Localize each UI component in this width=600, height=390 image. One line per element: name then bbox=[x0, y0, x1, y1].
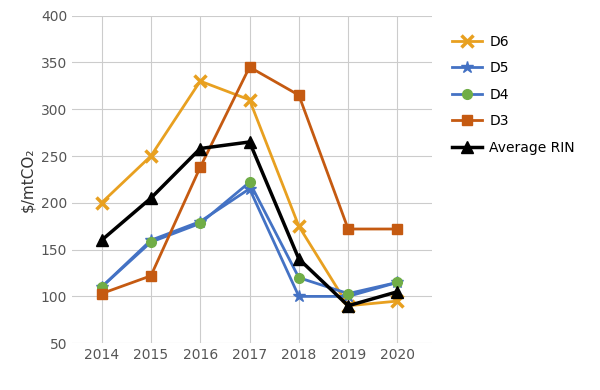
D6 bbox=[295, 224, 302, 229]
D5 bbox=[394, 280, 401, 285]
D5 bbox=[148, 238, 155, 243]
D6 bbox=[246, 98, 253, 102]
D6 bbox=[197, 79, 204, 83]
Line: D5: D5 bbox=[95, 183, 404, 303]
D4 bbox=[98, 285, 105, 289]
D3 bbox=[295, 93, 302, 98]
D5 bbox=[246, 186, 253, 191]
Average RIN bbox=[394, 289, 401, 294]
D3 bbox=[344, 227, 352, 231]
Line: D6: D6 bbox=[96, 76, 403, 311]
Average RIN bbox=[295, 257, 302, 261]
D4 bbox=[295, 275, 302, 280]
Y-axis label: $/mtCO₂: $/mtCO₂ bbox=[20, 147, 35, 212]
D3 bbox=[197, 165, 204, 170]
D6 bbox=[394, 299, 401, 303]
Line: Average RIN: Average RIN bbox=[96, 136, 403, 311]
D6 bbox=[148, 154, 155, 158]
D6 bbox=[344, 303, 352, 308]
D4 bbox=[246, 180, 253, 184]
D3 bbox=[246, 65, 253, 69]
Average RIN bbox=[148, 196, 155, 200]
D5 bbox=[295, 294, 302, 299]
D5 bbox=[344, 294, 352, 299]
Average RIN bbox=[246, 140, 253, 144]
Legend: D6, D5, D4, D3, Average RIN: D6, D5, D4, D3, Average RIN bbox=[446, 29, 580, 160]
Line: D3: D3 bbox=[97, 62, 403, 298]
D4 bbox=[344, 291, 352, 296]
D3 bbox=[148, 273, 155, 278]
D5 bbox=[197, 219, 204, 224]
Average RIN bbox=[197, 146, 204, 151]
D4 bbox=[197, 221, 204, 226]
D4 bbox=[148, 240, 155, 245]
Average RIN bbox=[344, 303, 352, 308]
D5 bbox=[98, 285, 105, 289]
D3 bbox=[394, 227, 401, 231]
D3 bbox=[98, 291, 105, 296]
Line: D4: D4 bbox=[97, 177, 403, 298]
Average RIN bbox=[98, 238, 105, 243]
D6 bbox=[98, 200, 105, 205]
D4 bbox=[394, 280, 401, 285]
